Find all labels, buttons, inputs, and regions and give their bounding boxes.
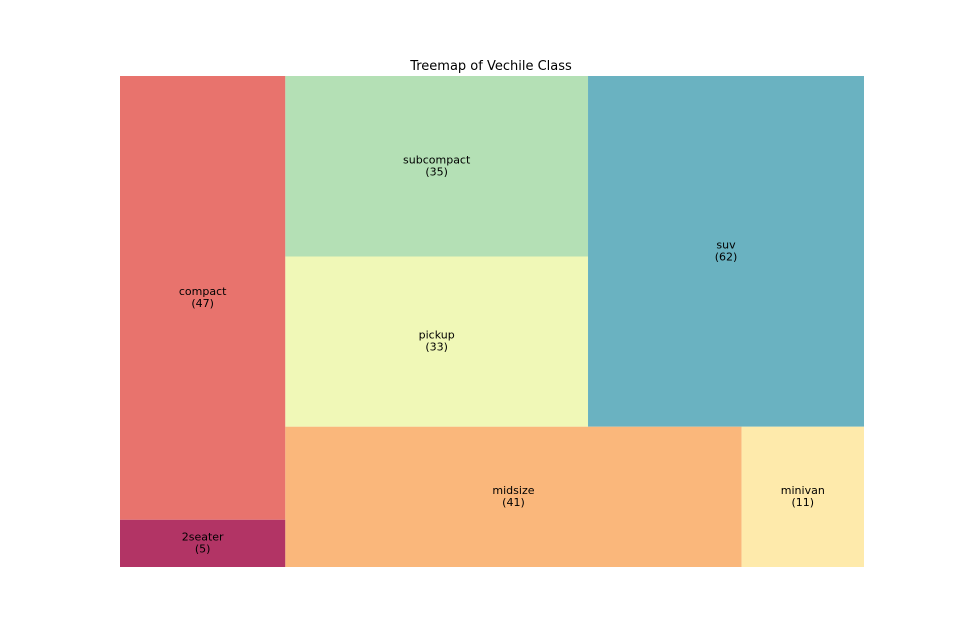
treemap-cell-compact <box>120 76 286 520</box>
treemap-cell-suv <box>588 76 864 427</box>
treemap-cell-subcompact <box>285 76 589 257</box>
treemap-cell-minivan <box>741 426 864 567</box>
cell-label-minivan: minivan <box>781 484 825 497</box>
cell-count-suv: (62) <box>715 250 738 263</box>
cell-count-compact: (47) <box>191 297 214 310</box>
cell-count-subcompact: (35) <box>425 165 448 178</box>
cell-count-midsize: (41) <box>502 496 525 509</box>
cell-label-2seater: 2seater <box>182 530 224 543</box>
cell-count-pickup: (33) <box>425 341 448 354</box>
cell-label-suv: suv <box>716 238 736 251</box>
chart-title: Treemap of Vechile Class <box>409 59 572 74</box>
cell-count-minivan: (11) <box>791 496 814 509</box>
cell-label-midsize: midsize <box>492 484 534 497</box>
cell-label-subcompact: subcompact <box>403 153 471 166</box>
cell-label-compact: compact <box>179 285 227 298</box>
cell-label-pickup: pickup <box>419 329 455 342</box>
treemap-cell-2seater <box>120 519 286 567</box>
treemap-cell-pickup <box>285 256 589 427</box>
treemap-cell-midsize <box>285 426 742 567</box>
treemap-cells: compact(47) 2seater(5) subcompact(35) picku… <box>120 76 864 567</box>
cell-count-2seater: (5) <box>195 542 211 555</box>
